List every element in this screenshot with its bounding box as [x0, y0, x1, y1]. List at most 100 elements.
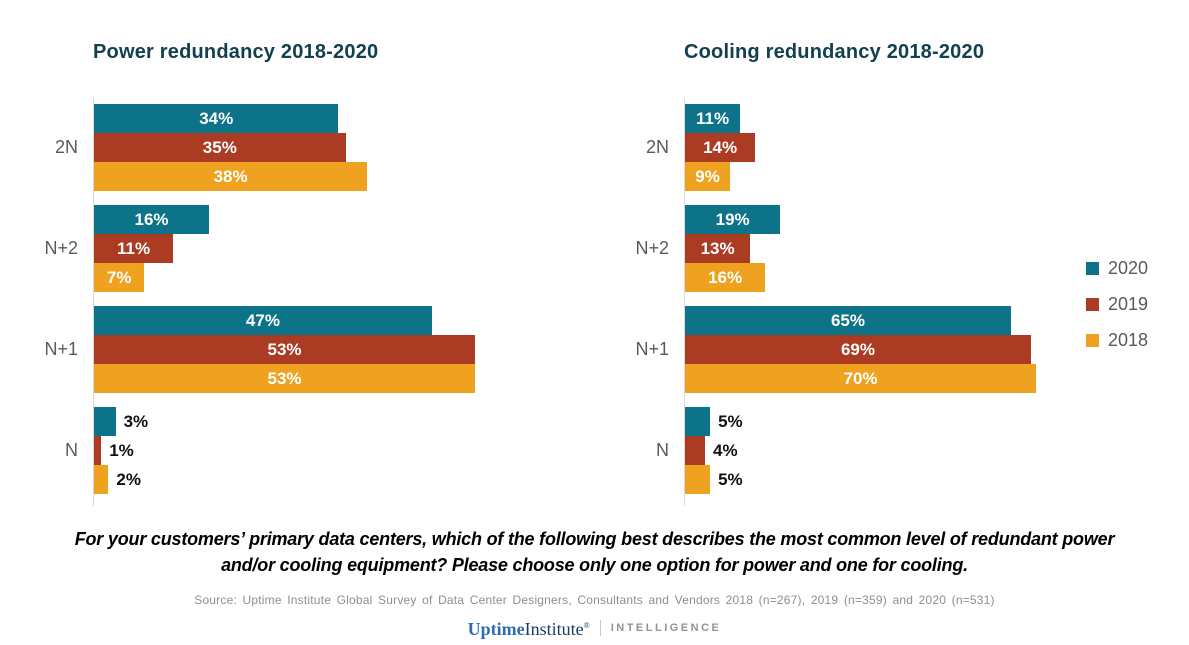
source-attribution: Source: Uptime Institute Global Survey o… — [194, 593, 995, 607]
bar-value-label: 11% — [696, 108, 730, 128]
bar-group-2N: 34% 35% 38% — [94, 104, 475, 191]
bar-2020-2N: 34% — [94, 104, 339, 133]
bar-2019-2N: 35% — [94, 133, 346, 162]
bar-value-label: 1% — [109, 440, 134, 460]
bar-2020-N+2: 19% — [685, 205, 781, 234]
bar-2020-N — [685, 407, 711, 436]
bar-row: 5% — [685, 407, 1036, 436]
bar-value-label: 5% — [718, 411, 743, 431]
cooling-redundancy-chart: Cooling redundancy 2018-2020 2N N+2 N+1 N 1… — [621, 40, 1036, 506]
power-plot-area: 34% 35% 38% 16% 11% 7% 47% 53% 53% 3% 1% 2% — [93, 98, 475, 506]
bar-row: 53% — [94, 364, 475, 393]
bar-row: 47% — [94, 306, 475, 335]
bar-row: 11% — [94, 234, 475, 263]
power-redundancy-chart: Power redundancy 2018-2020 2N N+2 N+1 N 34%… — [30, 40, 475, 506]
bar-2020-N+2: 16% — [94, 205, 210, 234]
bar-group-N+1: 65% 69% 70% — [685, 306, 1036, 393]
category-label-N+2: N+2 — [635, 238, 669, 258]
category-label-2N: 2N — [54, 137, 78, 157]
bar-row: 9% — [685, 162, 1036, 191]
logo-institute-text: Institute — [524, 619, 584, 639]
bar-group-N: 3% 1% 2% — [94, 407, 475, 494]
survey-question-text: For your customers’ primary data centers… — [74, 529, 1115, 575]
bar-row: 35% — [94, 133, 475, 162]
bar-value-label: 2% — [116, 469, 141, 489]
category-label-N+1: N+1 — [44, 339, 78, 359]
bar-row: 1% — [94, 436, 475, 465]
bar-value-label: 19% — [715, 209, 750, 229]
bar-group-N: 5% 4% 5% — [685, 407, 1036, 494]
bar-2020-N — [94, 407, 116, 436]
bar-row: 34% — [94, 104, 475, 133]
bar-row: 16% — [94, 205, 475, 234]
bar-row: 19% — [685, 205, 1036, 234]
category-label-N+2: N+2 — [44, 238, 78, 258]
bar-row: 11% — [685, 104, 1036, 133]
bar-value-label: 7% — [106, 267, 132, 287]
bar-2019-N — [685, 436, 706, 465]
bar-2019-N+1: 69% — [685, 335, 1031, 364]
bar-row: 16% — [685, 263, 1036, 292]
bar-2019-N+2: 13% — [685, 234, 751, 263]
bar-2018-N+2: 16% — [685, 263, 766, 292]
bar-row: 38% — [94, 162, 475, 191]
bar-2020-N+1: 65% — [685, 306, 1011, 335]
logo-row: UptimeInstitute® INTELLIGENCE — [0, 616, 1189, 639]
bar-2018-N — [685, 465, 711, 494]
bar-2019-2N: 14% — [685, 133, 756, 162]
power-chart-body: 2N N+2 N+1 N 34% 35% 38% 16% 11% 7% 47% 53% 53% 3% 1%… — [30, 98, 475, 506]
bar-value-label: 9% — [695, 166, 720, 186]
logo-divider — [599, 619, 601, 636]
bar-value-label: 13% — [700, 238, 735, 258]
bar-value-label: 65% — [830, 310, 865, 330]
registered-trademark-icon: ® — [583, 621, 590, 630]
bar-row: 69% — [685, 335, 1036, 364]
bar-value-label: 11% — [116, 238, 151, 258]
bar-row: 53% — [94, 335, 475, 364]
legend-item-2020: 2020 — [1086, 258, 1148, 279]
bar-value-label: 35% — [202, 137, 237, 157]
cooling-chart-title: Cooling redundancy 2018-2020 — [684, 41, 985, 63]
bar-group-2N: 11% 14% 9% — [685, 104, 1036, 191]
legend-label: 2020 — [1108, 258, 1149, 278]
bar-row: 70% — [685, 364, 1036, 393]
uptime-institute-logo: UptimeInstitute® — [468, 616, 590, 639]
legend-swatch-icon — [1086, 334, 1099, 347]
bar-2018-2N: 9% — [685, 162, 731, 191]
bar-2019-N+1: 53% — [94, 335, 475, 364]
bar-row: 14% — [685, 133, 1036, 162]
charts-row: Power redundancy 2018-2020 2N N+2 N+1 N 34%… — [0, 40, 1189, 506]
bar-value-label: 16% — [708, 267, 743, 287]
bar-value-label: 69% — [840, 339, 875, 359]
legend-label: 2018 — [1108, 330, 1149, 350]
category-label-2N: 2N — [645, 137, 669, 157]
bar-value-label: 47% — [245, 310, 280, 330]
power-chart-title: Power redundancy 2018-2020 — [93, 41, 379, 63]
category-label-N+1: N+1 — [635, 339, 669, 359]
bar-value-label: 16% — [134, 209, 169, 229]
bar-group-N+2: 19% 13% 16% — [685, 205, 1036, 292]
bar-row: 3% — [94, 407, 475, 436]
bar-2018-N+1: 53% — [94, 364, 475, 393]
bar-value-label: 53% — [267, 339, 302, 359]
legend-item-2019: 2019 — [1086, 294, 1148, 315]
cooling-plot-area: 11% 14% 9% 19% 13% 16% 65% 69% 70% 5% 4% 5% — [684, 98, 1036, 506]
bar-value-label: 70% — [843, 368, 878, 388]
bar-row: 7% — [94, 263, 475, 292]
bar-2018-N+2: 7% — [94, 263, 145, 292]
bar-row: 5% — [685, 465, 1036, 494]
legend-item-2018: 2018 — [1086, 330, 1148, 351]
category-label-N: N — [65, 440, 78, 460]
power-category-axis: 2N N+2 N+1 N — [30, 98, 93, 506]
legend: 2020 2019 2018 — [1086, 258, 1148, 366]
category-label-N: N — [656, 440, 669, 460]
bar-2020-2N: 11% — [685, 104, 741, 133]
bar-value-label: 34% — [199, 108, 234, 128]
legend-label: 2019 — [1108, 294, 1149, 314]
legend-swatch-icon — [1086, 298, 1099, 311]
bar-2018-2N: 38% — [94, 162, 368, 191]
logo-uptime-text: Uptime — [467, 619, 525, 639]
bar-2018-N+1: 70% — [685, 364, 1036, 393]
bar-group-N+2: 16% 11% 7% — [94, 205, 475, 292]
